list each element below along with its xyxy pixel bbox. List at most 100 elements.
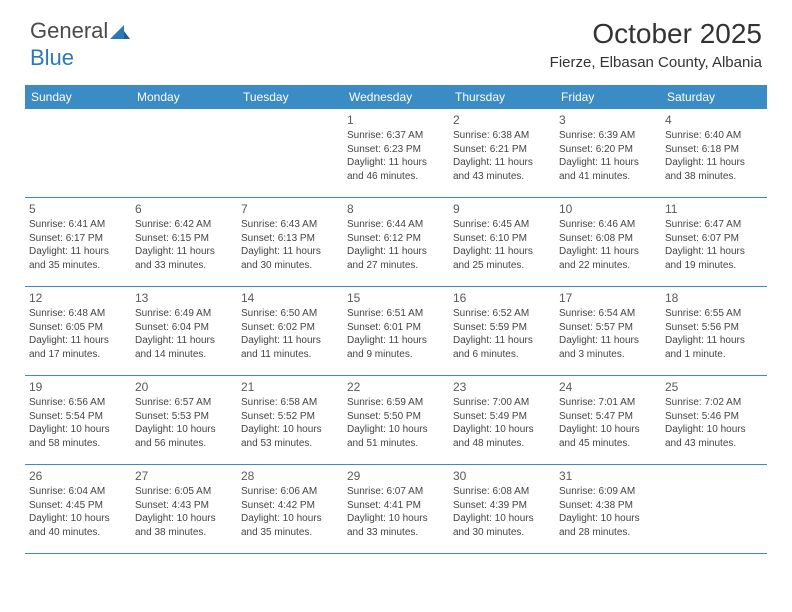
- sunset-text: Sunset: 6:15 PM: [135, 232, 233, 246]
- day-number: 26: [29, 469, 127, 483]
- sunset-text: Sunset: 5:56 PM: [665, 321, 763, 335]
- sunrise-text: Sunrise: 6:48 AM: [29, 307, 127, 321]
- sunset-text: Sunset: 6:20 PM: [559, 143, 657, 157]
- sunset-text: Sunset: 6:21 PM: [453, 143, 551, 157]
- logo-text: GeneralBlue: [30, 18, 130, 71]
- sunrise-text: Sunrise: 6:08 AM: [453, 485, 551, 499]
- sunrise-text: Sunrise: 6:09 AM: [559, 485, 657, 499]
- sunrise-text: Sunrise: 6:56 AM: [29, 396, 127, 410]
- day-number: 19: [29, 380, 127, 394]
- day-cell: 9Sunrise: 6:45 AMSunset: 6:10 PMDaylight…: [449, 198, 555, 286]
- week-row: 26 Sunrise: 6:04 AMSunset: 4:45 PMDayligh…: [25, 465, 767, 554]
- daylight-text: Daylight: 10 hours and 48 minutes.: [453, 423, 551, 450]
- daylight-text: Daylight: 11 hours and 30 minutes.: [241, 245, 339, 272]
- month-title: October 2025: [550, 18, 762, 50]
- day-cell: 20Sunrise: 6:57 AMSunset: 5:53 PMDayligh…: [131, 376, 237, 464]
- day-info: Sunrise: 6:45 AMSunset: 6:10 PMDaylight:…: [453, 218, 551, 272]
- sunset-text: Sunset: 5:47 PM: [559, 410, 657, 424]
- sunset-text: Sunset: 6:05 PM: [29, 321, 127, 335]
- day-info: Sunrise: 6:55 AMSunset: 5:56 PMDaylight:…: [665, 307, 763, 361]
- daylight-text: Daylight: 11 hours and 35 minutes.: [29, 245, 127, 272]
- sunrise-text: Sunrise: 6:41 AM: [29, 218, 127, 232]
- day-cell: 24 Sunrise: 7:01 AMSunset: 5:47 PMDayligh…: [555, 376, 661, 464]
- weeks-container: 1Sunrise: 6:37 AMSunset: 6:23 PMDaylight…: [25, 109, 767, 554]
- day-info: Sunrise: 6:44 AMSunset: 6:12 PMDaylight:…: [347, 218, 445, 272]
- sunset-text: Sunset: 5:59 PM: [453, 321, 551, 335]
- day-cell: [237, 109, 343, 197]
- day-cell: 10Sunrise: 6:46 AMSunset: 6:08 PMDayligh…: [555, 198, 661, 286]
- day-info: Sunrise: 6:48 AMSunset: 6:05 PMDaylight:…: [29, 307, 127, 361]
- day-info: Sunrise: 6:04 AMSunset: 4:45 PMDaylight:…: [29, 485, 127, 539]
- daylight-text: Daylight: 11 hours and 9 minutes.: [347, 334, 445, 361]
- day-info: Sunrise: 6:50 AMSunset: 6:02 PMDaylight:…: [241, 307, 339, 361]
- day-number: 11: [665, 202, 763, 216]
- day-info: Sunrise: 6:40 AMSunset: 6:18 PMDaylight:…: [665, 129, 763, 183]
- day-number: 5: [29, 202, 127, 216]
- day-number: 27: [135, 469, 233, 483]
- sunrise-text: Sunrise: 6:58 AM: [241, 396, 339, 410]
- day-number: 24: [559, 380, 657, 394]
- sunset-text: Sunset: 6:08 PM: [559, 232, 657, 246]
- day-info: Sunrise: 6:49 AMSunset: 6:04 PMDaylight:…: [135, 307, 233, 361]
- day-number: 14: [241, 291, 339, 305]
- sunrise-text: Sunrise: 6:07 AM: [347, 485, 445, 499]
- sunrise-text: Sunrise: 6:57 AM: [135, 396, 233, 410]
- day-info: Sunrise: 6:51 AMSunset: 6:01 PMDaylight:…: [347, 307, 445, 361]
- day-info: Sunrise: 6:54 AMSunset: 5:57 PMDaylight:…: [559, 307, 657, 361]
- sunrise-text: Sunrise: 6:46 AM: [559, 218, 657, 232]
- sunrise-text: Sunrise: 6:54 AM: [559, 307, 657, 321]
- day-number: 6: [135, 202, 233, 216]
- day-number: 22: [347, 380, 445, 394]
- daylight-text: Daylight: 11 hours and 19 minutes.: [665, 245, 763, 272]
- day-info: Sunrise: 7:01 AMSunset: 5:47 PMDaylight:…: [559, 396, 657, 450]
- sunrise-text: Sunrise: 6:43 AM: [241, 218, 339, 232]
- location: Fierze, Elbasan County, Albania: [550, 54, 762, 71]
- day-header-thu: Thursday: [449, 85, 555, 109]
- sunset-text: Sunset: 4:41 PM: [347, 499, 445, 513]
- sunrise-text: Sunrise: 6:38 AM: [453, 129, 551, 143]
- day-number: 29: [347, 469, 445, 483]
- daylight-text: Daylight: 11 hours and 17 minutes.: [29, 334, 127, 361]
- daylight-text: Daylight: 11 hours and 27 minutes.: [347, 245, 445, 272]
- day-info: Sunrise: 6:52 AMSunset: 5:59 PMDaylight:…: [453, 307, 551, 361]
- daylight-text: Daylight: 10 hours and 40 minutes.: [29, 512, 127, 539]
- day-info: Sunrise: 6:57 AMSunset: 5:53 PMDaylight:…: [135, 396, 233, 450]
- day-number: 4: [665, 113, 763, 127]
- day-cell: 30Sunrise: 6:08 AMSunset: 4:39 PMDayligh…: [449, 465, 555, 553]
- day-header-mon: Monday: [131, 85, 237, 109]
- sunrise-text: Sunrise: 6:39 AM: [559, 129, 657, 143]
- day-info: Sunrise: 6:07 AMSunset: 4:41 PMDaylight:…: [347, 485, 445, 539]
- day-number: 13: [135, 291, 233, 305]
- sunset-text: Sunset: 6:12 PM: [347, 232, 445, 246]
- sunset-text: Sunset: 6:18 PM: [665, 143, 763, 157]
- day-info: Sunrise: 6:38 AMSunset: 6:21 PMDaylight:…: [453, 129, 551, 183]
- sunset-text: Sunset: 6:23 PM: [347, 143, 445, 157]
- day-cell: 12Sunrise: 6:48 AMSunset: 6:05 PMDayligh…: [25, 287, 131, 375]
- sunset-text: Sunset: 4:43 PM: [135, 499, 233, 513]
- day-info: Sunrise: 6:58 AMSunset: 5:52 PMDaylight:…: [241, 396, 339, 450]
- week-row: 5Sunrise: 6:41 AMSunset: 6:17 PMDaylight…: [25, 198, 767, 287]
- day-number: 8: [347, 202, 445, 216]
- daylight-text: Daylight: 10 hours and 38 minutes.: [135, 512, 233, 539]
- sunrise-text: Sunrise: 6:44 AM: [347, 218, 445, 232]
- day-cell: 5Sunrise: 6:41 AMSunset: 6:17 PMDaylight…: [25, 198, 131, 286]
- sunset-text: Sunset: 4:42 PM: [241, 499, 339, 513]
- page-header: GeneralBlue October 2025 Fierze, Elbasan…: [0, 0, 792, 77]
- day-number: 28: [241, 469, 339, 483]
- day-cell: 1Sunrise: 6:37 AMSunset: 6:23 PMDaylight…: [343, 109, 449, 197]
- logo-part1: General: [30, 18, 108, 43]
- day-number: 7: [241, 202, 339, 216]
- sunset-text: Sunset: 5:50 PM: [347, 410, 445, 424]
- sunset-text: Sunset: 4:38 PM: [559, 499, 657, 513]
- day-number: 2: [453, 113, 551, 127]
- day-number: 16: [453, 291, 551, 305]
- day-cell: 27Sunrise: 6:05 AMSunset: 4:43 PMDayligh…: [131, 465, 237, 553]
- sunrise-text: Sunrise: 7:02 AM: [665, 396, 763, 410]
- sunrise-text: Sunrise: 7:01 AM: [559, 396, 657, 410]
- sunset-text: Sunset: 6:02 PM: [241, 321, 339, 335]
- day-cell: 31Sunrise: 6:09 AMSunset: 4:38 PMDayligh…: [555, 465, 661, 553]
- day-info: Sunrise: 6:08 AMSunset: 4:39 PMDaylight:…: [453, 485, 551, 539]
- day-cell: 19Sunrise: 6:56 AMSunset: 5:54 PMDayligh…: [25, 376, 131, 464]
- sunset-text: Sunset: 6:10 PM: [453, 232, 551, 246]
- day-cell: 14 Sunrise: 6:50 AMSunset: 6:02 PMDayligh…: [237, 287, 343, 375]
